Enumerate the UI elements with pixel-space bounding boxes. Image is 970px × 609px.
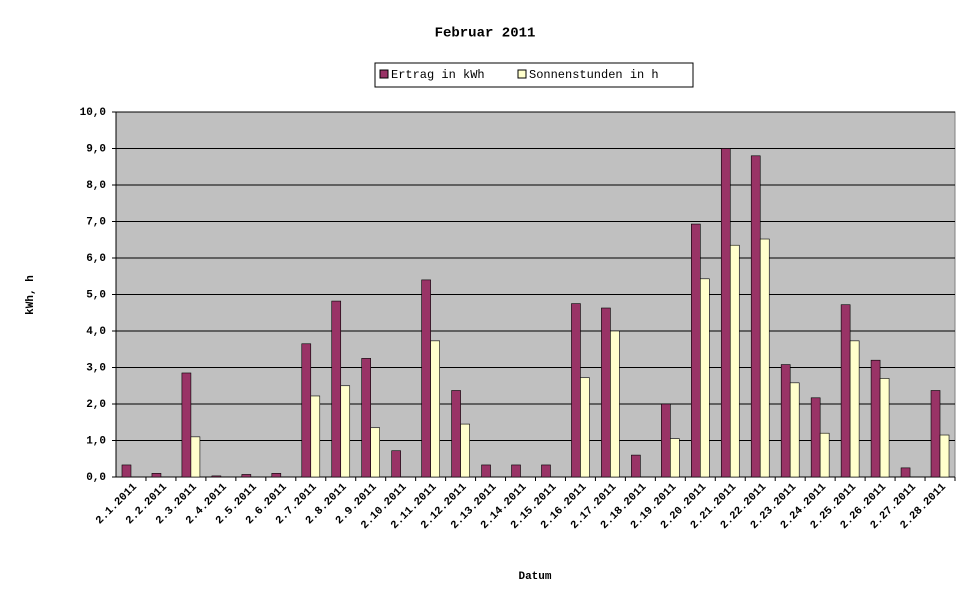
bar [121,464,132,478]
bar [610,330,620,478]
legend-swatch [517,69,527,79]
bar [151,473,162,478]
bar [271,473,282,478]
bar [310,395,321,478]
legend-swatch [379,69,389,79]
bar [430,340,440,478]
bar [849,340,860,478]
bar [601,307,611,478]
legend-label: Ertrag in kWh [391,68,485,82]
y-tick-label: 5,0 [86,289,106,301]
bar [670,438,680,478]
y-tick-label: 8,0 [86,180,106,192]
bar [789,382,800,478]
bar [870,359,881,478]
bar [340,385,351,478]
legend [374,62,694,88]
bar [181,372,192,478]
bar [511,464,521,478]
bar [810,397,821,478]
bar [391,450,401,478]
bar [661,403,671,478]
bar [691,223,701,478]
bar [631,454,641,478]
bar [331,300,342,478]
bar [541,464,551,478]
y-tick-label: 0,0 [86,472,106,484]
bar [879,378,890,478]
bar [370,427,380,478]
y-tick-label: 2,0 [86,399,106,411]
bar [361,358,371,478]
bar [211,475,222,478]
bar [580,377,590,478]
bar [750,155,761,478]
bar [720,148,731,478]
bar [460,423,470,478]
y-tick-label: 7,0 [86,216,106,228]
x-axis-title: Datum [518,571,551,583]
bar [729,244,740,478]
bar [939,434,950,478]
bar [700,278,710,478]
bar [190,436,201,478]
y-tick-label: 4,0 [86,326,106,338]
bar [481,464,491,478]
chart-title: Februar 2011 [435,26,536,42]
bar [571,303,581,478]
bar [451,390,461,478]
bar [421,279,431,478]
y-tick-label: 6,0 [86,253,106,265]
y-tick-label: 1,0 [86,435,106,447]
bar [759,238,770,478]
y-axis-title: kWh, h [25,275,37,315]
bar [301,343,312,478]
bar [930,390,941,478]
bar [840,304,851,478]
bar [780,364,791,478]
bar [241,474,252,478]
legend-label: Sonnenstunden in h [529,68,659,82]
y-tick-label: 3,0 [86,362,106,374]
y-tick-label: 10,0 [80,107,106,119]
y-tick-label: 9,0 [86,143,106,155]
bar [900,467,911,478]
bar [819,432,830,478]
